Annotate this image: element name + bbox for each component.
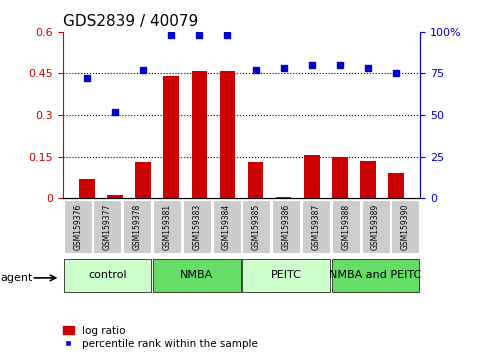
Text: GSM159383: GSM159383	[192, 204, 201, 250]
Text: GSM159388: GSM159388	[341, 204, 350, 250]
Bar	[242, 200, 270, 253]
Text: GDS2839 / 40079: GDS2839 / 40079	[63, 14, 198, 29]
Bar	[391, 200, 419, 253]
Bar	[276, 197, 291, 198]
Text: GSM159387: GSM159387	[312, 204, 320, 250]
Bar	[272, 200, 300, 253]
Bar	[220, 71, 235, 198]
Bar	[135, 162, 151, 198]
Text: GSM159389: GSM159389	[371, 204, 380, 250]
Text: GSM159384: GSM159384	[222, 204, 231, 250]
Bar	[362, 200, 389, 253]
Bar	[163, 76, 179, 198]
Bar	[302, 200, 330, 253]
Bar	[153, 200, 181, 253]
Text: GSM159377: GSM159377	[103, 203, 112, 250]
Text: PEITC: PEITC	[271, 270, 301, 280]
Bar	[248, 162, 263, 198]
Text: GSM159378: GSM159378	[133, 204, 142, 250]
Bar	[123, 200, 151, 253]
Text: GSM159381: GSM159381	[163, 204, 171, 250]
Bar	[153, 258, 241, 292]
Bar	[388, 173, 404, 198]
Bar	[332, 258, 419, 292]
Bar	[79, 179, 95, 198]
Bar	[94, 200, 121, 253]
Bar	[242, 258, 330, 292]
Text: GSM159385: GSM159385	[252, 204, 261, 250]
Text: NMBA and PEITC: NMBA and PEITC	[329, 270, 422, 280]
Text: NMBA: NMBA	[180, 270, 213, 280]
Bar	[192, 71, 207, 198]
Text: GSM159376: GSM159376	[73, 203, 82, 250]
Bar	[107, 195, 123, 198]
Bar	[360, 161, 376, 198]
Bar	[64, 200, 92, 253]
Legend: log ratio, percentile rank within the sample: log ratio, percentile rank within the sa…	[63, 326, 258, 349]
Text: agent: agent	[0, 273, 32, 283]
Bar	[183, 200, 211, 253]
Text: GSM159386: GSM159386	[282, 204, 291, 250]
Bar	[64, 258, 151, 292]
Text: GSM159390: GSM159390	[401, 203, 410, 250]
Bar	[332, 200, 360, 253]
Bar	[332, 156, 348, 198]
Bar	[304, 155, 320, 198]
Bar	[213, 200, 241, 253]
Text: control: control	[88, 270, 127, 280]
